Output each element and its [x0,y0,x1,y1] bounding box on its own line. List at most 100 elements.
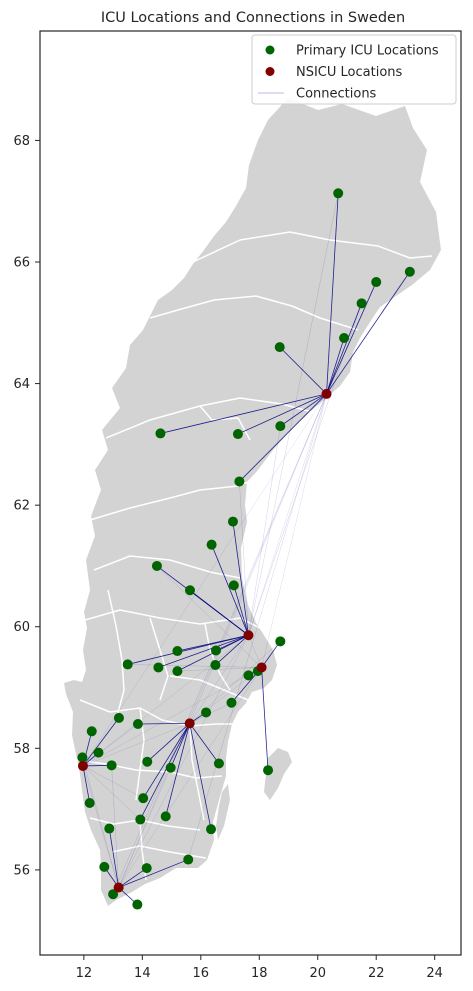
primary-icu-marker [371,277,382,288]
y-tick-label: 62 [13,499,30,514]
primary-icu-marker [160,811,171,822]
connection-line [261,667,269,771]
connection-line [118,635,249,888]
connection-line [118,859,189,888]
connection-line [127,664,262,668]
primary-icu-marker [93,747,104,758]
county-border [149,295,359,331]
primary-icu-marker [274,342,285,353]
connection-line [237,393,327,435]
primary-icu-marker [234,476,245,487]
y-tick-label: 56 [13,863,30,878]
x-tick-label: 20 [309,966,326,981]
connection-line [112,393,327,895]
connection-line [82,723,139,767]
primary-icu-marker [210,660,221,671]
legend-box [251,34,457,105]
primary-icu-marker [153,662,164,673]
connection-line [326,271,411,395]
connection-line [160,393,327,434]
county-border [84,609,269,633]
connection-line [170,723,191,768]
primary-icu-marker [132,899,143,910]
primary-icu-marker [122,659,133,670]
connection-line [326,193,339,394]
connection-line [261,393,327,668]
primary-icu-marker [99,861,110,872]
connection-line [189,723,220,764]
county-border [169,675,249,701]
connection-line [139,723,191,820]
primary-icu-marker [172,666,183,677]
connection-line [82,765,141,820]
connection-line [82,765,119,888]
nsicu-marker [243,630,254,641]
connection-line [177,667,262,672]
connection-line [248,193,339,636]
primary-icu-marker [135,814,146,825]
connection-line [82,757,119,888]
legend: Primary ICU Locations NSICU Locations Conn… [251,34,457,105]
gotland-island [264,748,292,800]
connection-line [187,393,327,860]
county-border [107,589,125,721]
connection-line [239,393,327,482]
connection-line [326,281,377,395]
connection-line [189,589,249,636]
connection-line [326,303,362,395]
legend-label: NSICU Locations [296,65,403,80]
connection-line [189,635,249,724]
nsicu-marker [256,662,267,673]
connection-line [142,723,191,799]
primary-icu-marker [77,752,88,763]
connection-line [248,393,327,636]
connection-line [261,641,281,668]
y-tick-label: 68 [13,134,30,149]
connection-line [127,634,249,665]
county-border [199,405,251,441]
primary-icu-marker [275,636,286,647]
primary-icu-marker [155,428,166,439]
connection-line [248,303,362,636]
connection-line [111,765,119,888]
legend-marker [265,45,275,55]
county-border [192,231,433,263]
nsicu-marker [113,882,124,893]
plot-frame [39,30,462,956]
connection-line [82,723,190,767]
connection-line [147,723,190,762]
x-tick-label: 18 [251,966,268,981]
primary-icu-marker [172,646,183,657]
primary-icu-marker [108,889,119,900]
primary-icu-marker [228,580,239,591]
connection-line [279,346,327,395]
primary-icu-marker [132,719,143,729]
primary-icu-marker [339,332,350,343]
primary-icu-marker [243,670,254,681]
x-axis-ticks: 12 14 16 18 20 22 24 [76,955,443,981]
connection-line [280,393,327,427]
connection-line [215,634,249,666]
connection-line [82,765,91,804]
connection-line [211,544,249,636]
primary-icu-marker [404,266,415,277]
oland-island [216,784,230,840]
legend-label: Primary ICU Locations [296,44,439,59]
nsicu-marker [321,388,332,399]
connection-line [118,393,327,888]
connection-line [82,667,262,767]
y-tick-label: 64 [13,377,30,392]
x-tick-label: 16 [193,966,210,981]
primary-icu-marker [86,726,97,737]
primary-icu-marker [151,560,162,571]
connections-layer [81,193,411,905]
primary-icu-marker [356,298,367,309]
connection-line [248,426,281,636]
county-border [149,617,169,701]
connection-line [82,717,120,767]
connection-line [239,481,249,636]
connection-line [189,723,212,830]
connection-line [118,667,262,888]
connection-line [82,393,327,767]
